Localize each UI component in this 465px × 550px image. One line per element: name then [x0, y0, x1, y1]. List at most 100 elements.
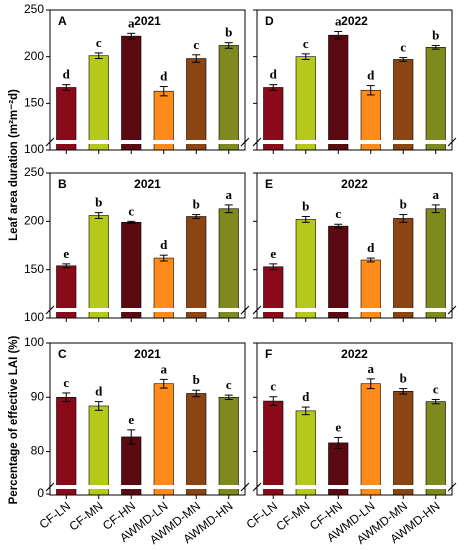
bar	[88, 215, 109, 319]
y-axis-label: Leaf area duration (m²m⁻²d)	[8, 89, 20, 241]
panel-title: 2022	[341, 347, 368, 361]
significance-letter: a	[433, 187, 440, 202]
significance-letter: d	[160, 69, 168, 84]
significance-letter: d	[95, 384, 103, 399]
significance-letter: b	[400, 371, 407, 386]
plot-frame	[256, 9, 453, 151]
plot-frame	[256, 342, 453, 496]
break-slash	[254, 305, 262, 313]
x-tick-label: CF-LN	[244, 499, 280, 532]
bar	[121, 222, 142, 319]
break-slash	[449, 305, 457, 313]
panel-letter: C	[58, 347, 67, 361]
plot-frame	[49, 342, 246, 496]
significance-letter: b	[193, 197, 200, 212]
significance-letter: a	[128, 15, 135, 30]
significance-letter: b	[302, 198, 309, 213]
significance-letter: b	[225, 25, 232, 40]
significance-letter: c	[226, 377, 232, 392]
bar	[393, 59, 414, 151]
break-slash	[242, 305, 250, 313]
bar	[393, 218, 414, 319]
break-slash	[449, 137, 457, 145]
panel-title: 2021	[134, 14, 161, 28]
axis-break	[254, 485, 455, 489]
panel-letter: D	[265, 14, 274, 28]
bar	[88, 55, 109, 151]
significance-letter: b	[193, 372, 200, 387]
bar	[295, 56, 316, 151]
break-slash	[242, 482, 250, 490]
bar	[121, 35, 142, 151]
bar	[295, 410, 316, 496]
significance-letter: d	[270, 67, 278, 82]
break-slash	[254, 137, 262, 145]
plot-frame	[49, 172, 246, 319]
panel-letter: E	[265, 177, 273, 191]
significance-letter: c	[303, 36, 309, 51]
significance-letter: e	[335, 419, 341, 434]
y-tick-label: 100	[24, 310, 44, 324]
axis-break	[254, 308, 455, 312]
bar	[186, 216, 207, 319]
y-tick-label: 150	[24, 262, 44, 276]
significance-letter: d	[302, 389, 310, 404]
significance-letter: c	[193, 37, 199, 52]
axis-break	[254, 140, 455, 144]
bar	[425, 208, 446, 319]
significance-letter: e	[270, 246, 276, 261]
panel-title: 2021	[134, 347, 161, 361]
break-slash	[47, 137, 55, 145]
y-axis-label: Percentage of effective LAI (%)	[8, 335, 20, 504]
bar	[186, 58, 207, 151]
y-tick-label: 200	[24, 49, 44, 63]
bar	[88, 405, 109, 496]
x-tick-label: CF-MN	[66, 499, 105, 534]
significance-letter: c	[433, 381, 439, 396]
plot-frame	[256, 172, 453, 319]
bar	[328, 34, 349, 151]
y-tick-label: 250	[24, 165, 44, 179]
significance-letter: b	[432, 27, 439, 42]
y-tick-label: 0	[37, 486, 44, 500]
y-tick-label: 200	[24, 214, 44, 228]
break-slash	[242, 137, 250, 145]
bar	[186, 393, 207, 496]
bar	[153, 383, 174, 496]
significance-letter: e	[63, 246, 69, 261]
significance-letter: d	[367, 240, 375, 255]
bar	[393, 391, 414, 496]
significance-letter: c	[128, 203, 134, 218]
bar	[263, 400, 284, 496]
significance-letter: e	[128, 412, 134, 427]
x-tick-label: CF-LN	[37, 499, 73, 532]
y-tick-label: 80	[31, 444, 45, 458]
significance-letter: a	[335, 13, 342, 28]
panel-title: 2022	[341, 177, 368, 191]
y-tick-label: 250	[24, 2, 44, 16]
break-slash	[254, 482, 262, 490]
significance-letter: a	[368, 361, 375, 376]
x-tick-label: CF-MN	[273, 499, 312, 534]
bar	[425, 47, 446, 151]
significance-letter: d	[63, 67, 71, 82]
plot-frame	[49, 9, 246, 151]
axis-break	[47, 140, 248, 144]
y-tick-label: 150	[24, 96, 44, 110]
y-tick-label: 90	[31, 389, 45, 403]
panel-letter: A	[58, 14, 67, 28]
axis-break	[47, 485, 248, 489]
significance-letter: a	[161, 361, 168, 376]
y-tick-label: 100	[24, 142, 44, 156]
significance-letter: d	[367, 68, 375, 83]
significance-letter: c	[335, 206, 341, 221]
bar	[218, 396, 239, 496]
bar	[328, 225, 349, 319]
significance-letter: d	[160, 237, 168, 252]
axis-break	[47, 308, 248, 312]
panel-letter: F	[265, 347, 272, 361]
break-slash	[47, 482, 55, 490]
significance-letter: c	[63, 375, 69, 390]
significance-letter: b	[400, 197, 407, 212]
